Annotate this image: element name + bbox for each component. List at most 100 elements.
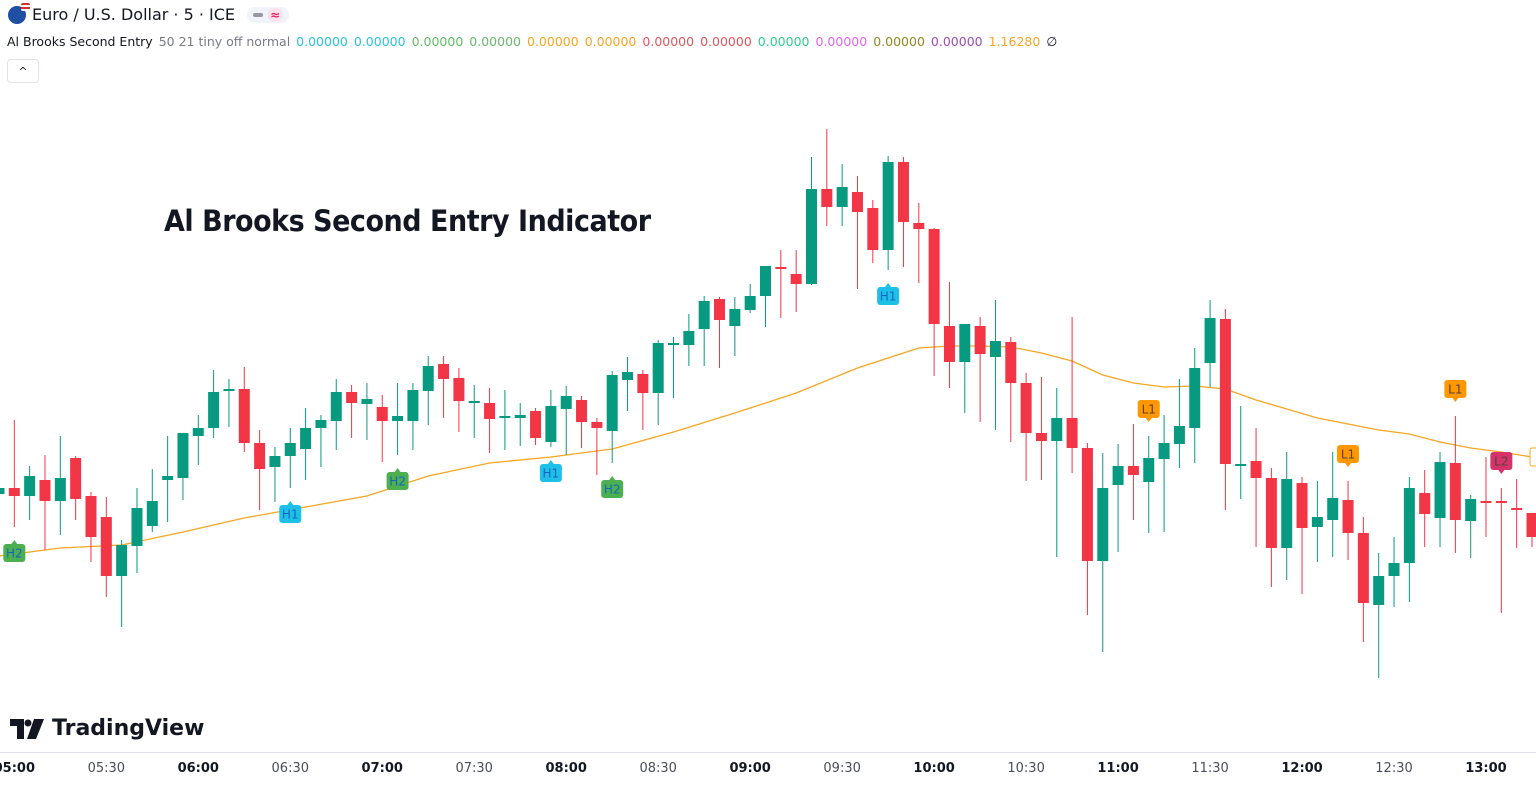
- candle-body: [208, 392, 219, 428]
- candle: [346, 385, 357, 438]
- pointer-up-icon: [548, 460, 554, 464]
- candle-body: [116, 545, 127, 576]
- candle-body: [1358, 533, 1369, 603]
- candle-body: [622, 372, 633, 380]
- candle-body: [1005, 342, 1016, 383]
- candle-body: [1251, 461, 1262, 478]
- signal-label-l1[interactable]: L1: [1138, 400, 1160, 422]
- candle: [1327, 452, 1338, 557]
- candle-body: [837, 187, 848, 207]
- pointer-up-icon: [609, 476, 615, 480]
- candle: [806, 157, 817, 285]
- price-chart[interactable]: H2 H1 H2 H1 H2 H1 L1 L1 L1 L2: [0, 0, 1536, 752]
- pointer-up-icon: [11, 540, 17, 544]
- candle: [55, 436, 66, 535]
- x-tick-label: 11:30: [1191, 761, 1228, 776]
- candle-body: [729, 309, 740, 326]
- candle-body: [1373, 576, 1384, 605]
- candle-body: [193, 428, 204, 436]
- candle: [101, 497, 112, 597]
- time-axis[interactable]: 05:0005:3006:0006:3007:0007:3008:0008:30…: [0, 752, 1536, 794]
- candle-body: [806, 189, 817, 284]
- candle-body: [1205, 318, 1216, 363]
- signal-label-h2[interactable]: H2: [3, 540, 25, 562]
- candle-body: [1036, 433, 1047, 441]
- candle-body: [346, 392, 357, 403]
- candle: [714, 297, 725, 368]
- x-tick-label: 09:30: [823, 761, 860, 776]
- candle-body: [407, 390, 418, 421]
- candle: [407, 383, 418, 450]
- signal-text: L2: [1494, 455, 1508, 469]
- signal-label-h1[interactable]: H1: [877, 283, 899, 305]
- candle-body: [239, 389, 250, 443]
- candle: [193, 415, 204, 465]
- signal-label-l2[interactable]: L2: [1490, 452, 1512, 474]
- candle: [1496, 488, 1507, 613]
- pointer-down-icon: [1146, 418, 1152, 422]
- candle-body: [177, 433, 188, 478]
- candle-body: [1527, 513, 1536, 537]
- candle-body: [300, 428, 311, 449]
- candle: [177, 433, 188, 500]
- signal-label-l1[interactable]: L1: [1444, 380, 1466, 402]
- candle: [959, 324, 970, 413]
- candle: [162, 436, 173, 522]
- candle: [1404, 477, 1415, 602]
- candle-body: [469, 401, 480, 403]
- candle: [1343, 481, 1354, 560]
- candle-body: [377, 407, 388, 421]
- candle-body: [944, 326, 955, 362]
- tradingview-logo[interactable]: TradingView: [10, 716, 204, 741]
- candle: [837, 164, 848, 226]
- candle: [668, 337, 679, 398]
- candle-body: [392, 416, 403, 421]
- candle-body: [959, 324, 970, 362]
- candle-body: [1327, 498, 1338, 520]
- candle: [1235, 406, 1246, 499]
- candle: [70, 456, 81, 520]
- candle-body: [852, 192, 863, 212]
- signal-text: H1: [282, 508, 299, 522]
- signal-text: H1: [543, 467, 560, 481]
- candle-body: [1496, 501, 1507, 503]
- candle-body: [1404, 488, 1415, 563]
- candle: [300, 408, 311, 480]
- tradingview-logo-icon: [10, 719, 44, 739]
- candle: [1481, 457, 1492, 537]
- candle-body: [637, 374, 648, 393]
- ma-price-marker: [1530, 448, 1536, 466]
- signal-label-h2[interactable]: H2: [601, 476, 623, 498]
- candle-body: [331, 392, 342, 421]
- candle: [1174, 379, 1185, 468]
- signal-label-l1[interactable]: L1: [1337, 445, 1359, 467]
- candle-body: [1481, 501, 1492, 503]
- candle: [147, 469, 158, 532]
- candle: [1113, 444, 1124, 552]
- candle: [1159, 415, 1170, 532]
- x-tick-label: 09:00: [729, 761, 770, 776]
- candle-body: [315, 420, 326, 428]
- candle: [898, 157, 909, 267]
- candle: [1021, 373, 1032, 481]
- signal-label-h1[interactable]: H1: [540, 460, 562, 482]
- candle: [683, 314, 694, 366]
- candle: [315, 415, 326, 467]
- signal-label-h1[interactable]: H1: [279, 501, 301, 523]
- candle: [1189, 348, 1200, 463]
- candle-body: [85, 496, 96, 537]
- candle-body: [898, 162, 909, 222]
- candle-body: [1297, 483, 1308, 528]
- candle-body: [131, 508, 142, 546]
- candle: [269, 447, 280, 502]
- signal-label-h2[interactable]: H2: [387, 468, 409, 490]
- candle-body: [1113, 466, 1124, 485]
- candle-body: [55, 478, 66, 501]
- candle: [423, 356, 434, 425]
- candle: [622, 357, 633, 411]
- candle-body: [591, 422, 602, 428]
- candle: [39, 455, 50, 550]
- candle: [499, 390, 510, 450]
- candle-body: [775, 267, 786, 269]
- candle: [1266, 468, 1277, 587]
